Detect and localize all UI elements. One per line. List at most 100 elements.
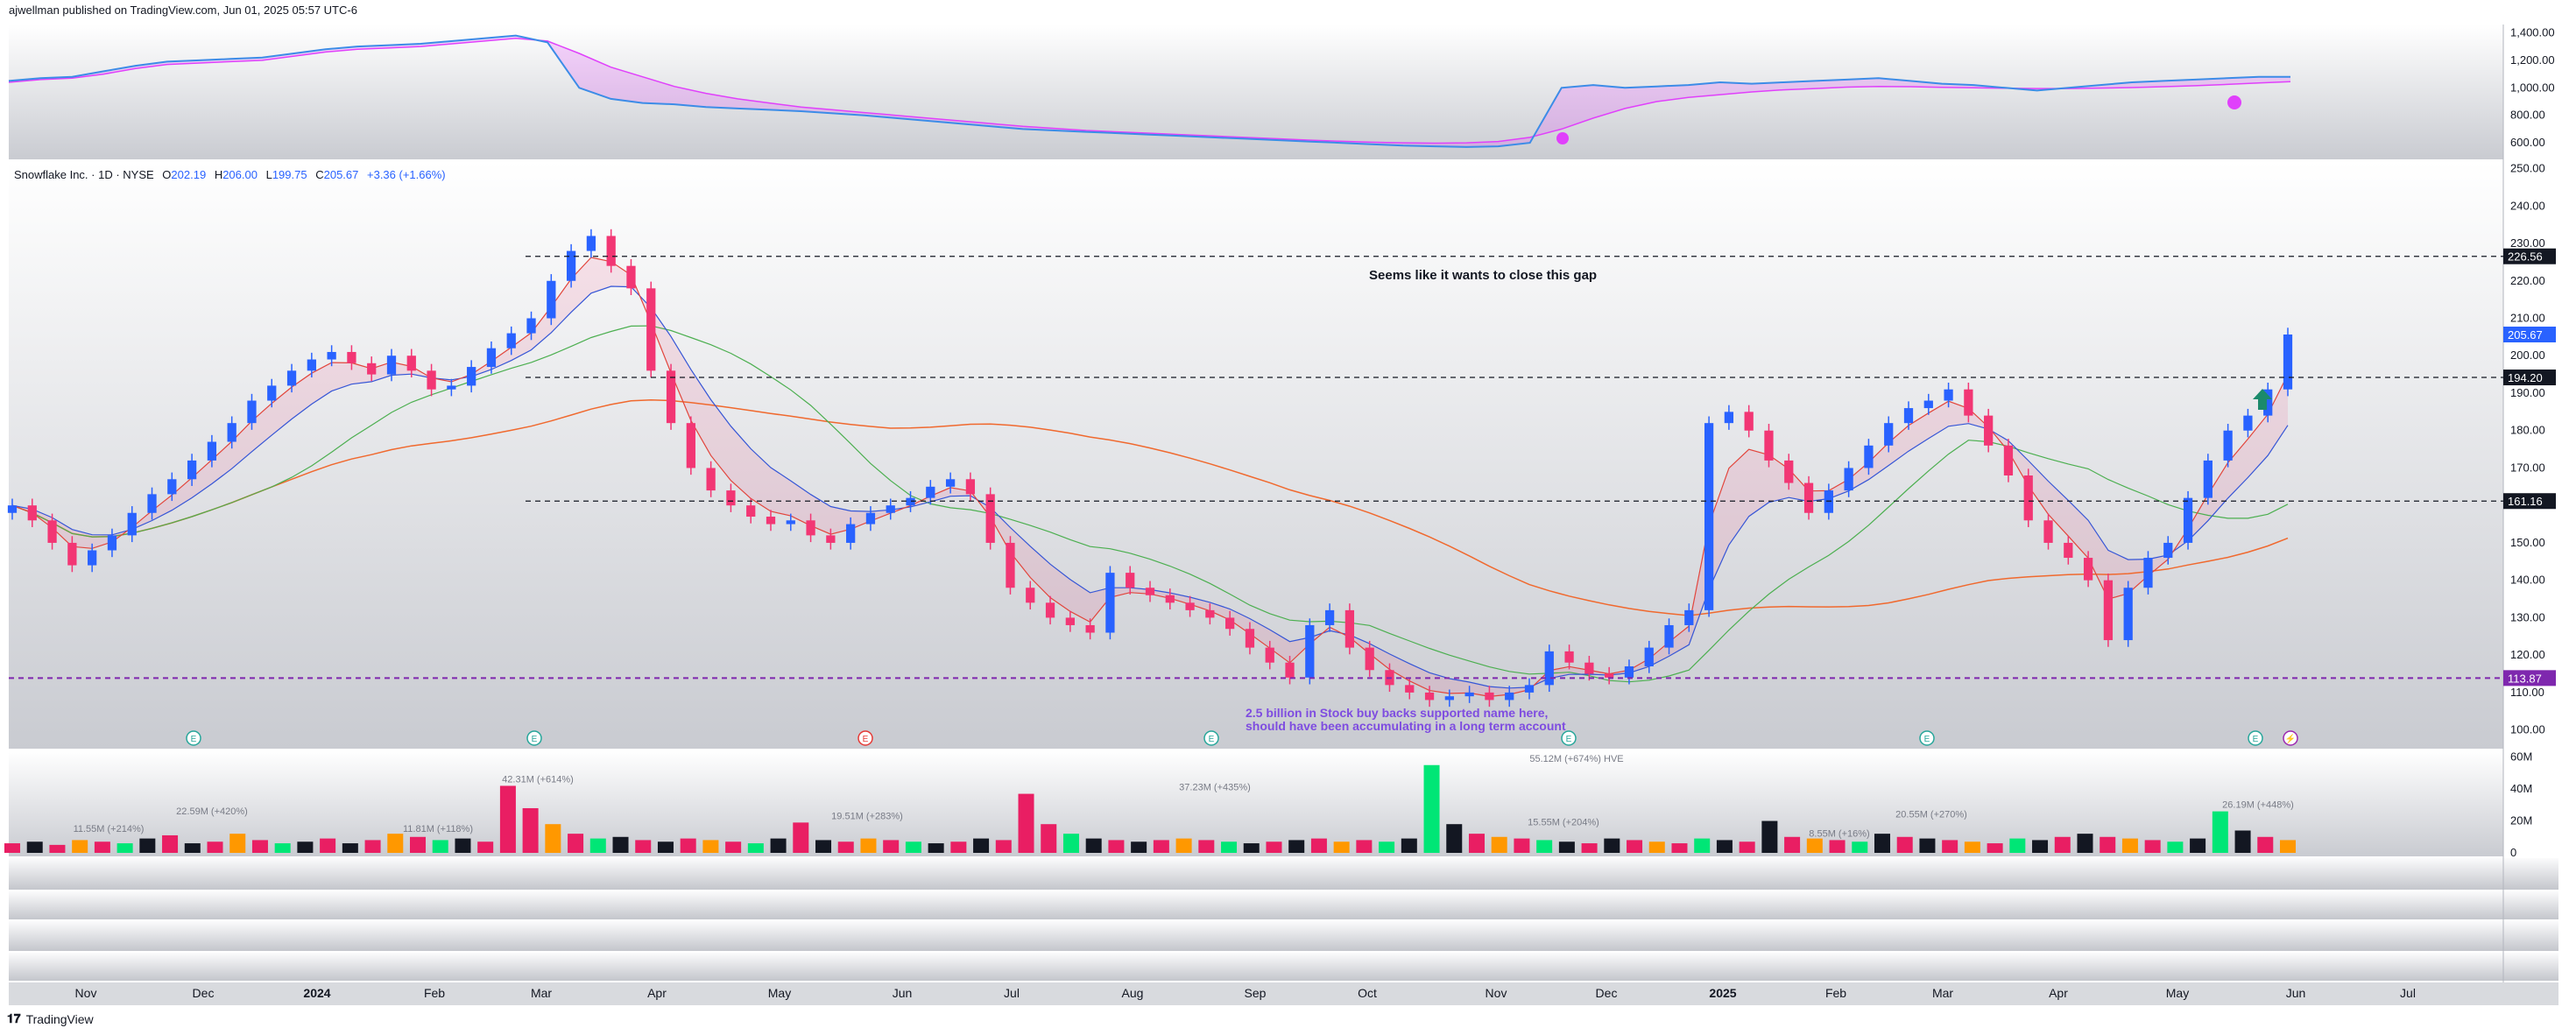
candle-body <box>467 367 476 386</box>
time-axis-label: Aug <box>1122 986 1144 1000</box>
candle-body <box>985 494 995 543</box>
candle-body <box>786 520 795 525</box>
volume-bar <box>410 836 427 853</box>
candle-body <box>1145 588 1155 595</box>
price-axis-tick: 110.00 <box>2510 686 2544 699</box>
empty-pane-3 <box>9 953 2558 981</box>
symbol-title: Snowflake Inc. · 1D · NYSE <box>14 168 154 181</box>
earnings-marker-label: E <box>1924 735 1930 744</box>
volume-bar <box>342 843 358 853</box>
candle-body <box>1903 408 1914 424</box>
candle-body <box>1644 647 1654 666</box>
candle-body <box>2143 558 2153 588</box>
earnings-marker <box>526 730 542 746</box>
volume-bar <box>1694 838 1711 853</box>
volume-bar <box>545 824 561 853</box>
candle-body <box>2064 542 2073 559</box>
volume-bar <box>1379 841 1395 853</box>
candle-body <box>107 535 117 551</box>
candle-body <box>1744 412 1754 431</box>
price-level-tag <box>2503 493 2556 510</box>
volume-bar <box>1041 824 1057 853</box>
volume-bar <box>2212 811 2228 853</box>
volume-bar <box>1446 824 1463 853</box>
time-axis-label: Oct <box>1358 986 1377 1000</box>
candle-body <box>247 400 257 424</box>
price-axis-tick: 190.00 <box>2510 386 2545 399</box>
volume-bar <box>1739 841 1755 853</box>
time-axis-label: Apr <box>2049 986 2068 1000</box>
open-label: O <box>162 168 172 181</box>
volume-bar <box>26 841 43 853</box>
volume-bar <box>2077 834 2093 853</box>
volume-bar <box>1198 840 1215 853</box>
volume-bar <box>747 843 764 853</box>
volume-bar <box>1108 840 1125 853</box>
candle-body <box>2103 580 2114 641</box>
price-axis-tick: 220.00 <box>2510 274 2545 287</box>
volume-axis-tick: 40M <box>2510 782 2532 795</box>
candle-body <box>1984 415 1994 446</box>
volume-bar <box>364 840 381 853</box>
buyback-line-1: 2.5 billion in Stock buy backs supported… <box>1246 706 1549 720</box>
candle-body <box>1305 624 1315 678</box>
price-axis-tick: 120.00 <box>2510 648 2545 661</box>
time-axis-label: Feb <box>1825 986 1846 1000</box>
volume-bar <box>1243 843 1260 853</box>
time-axis-label: May <box>768 986 791 1000</box>
volume-bar <box>297 841 314 853</box>
volume-annotation: 19.51M (+283%) <box>831 811 903 821</box>
volume-bar <box>1536 840 1553 853</box>
candle-body <box>606 236 616 266</box>
volume-bar <box>116 843 133 853</box>
candle-body <box>486 348 497 368</box>
volume-bar <box>455 838 471 853</box>
volume-bar <box>1333 841 1350 853</box>
volume-bar <box>837 841 854 853</box>
time-axis-label: Sep <box>1245 986 1267 1000</box>
volume-bar <box>2100 836 2116 853</box>
high-label: H <box>214 168 223 181</box>
candle-body <box>1205 609 1215 618</box>
time-axis-label: Feb <box>424 986 445 1000</box>
candle-body <box>906 497 915 506</box>
candle-body <box>1245 629 1255 648</box>
volume-bar <box>1491 836 1507 853</box>
candle-body <box>1026 588 1035 603</box>
price-axis-tick: 150.00 <box>2510 536 2545 549</box>
volume-bar <box>1671 843 1688 853</box>
candle-body <box>1405 685 1415 693</box>
volume-bar <box>1829 840 1846 853</box>
candle-body <box>526 318 536 334</box>
candle-body <box>1664 624 1674 648</box>
volume-bar <box>905 841 921 853</box>
volume-bar <box>1310 838 1327 853</box>
candle-body <box>367 363 377 375</box>
up-arrow-icon <box>2253 389 2272 410</box>
volume-bar <box>860 838 877 853</box>
price-level-value: 194.20 <box>2508 371 2543 384</box>
earnings-marker <box>1203 730 1219 746</box>
candle-body <box>307 359 316 371</box>
volume-bar <box>2190 838 2206 853</box>
symbol-legend[interactable]: Snowflake Inc. · 1D · NYSE O202.19 H206.… <box>14 168 446 181</box>
time-axis-label: May <box>2166 986 2189 1000</box>
volume-bar <box>1896 836 1913 853</box>
volume-bar <box>522 807 539 853</box>
volume-bar <box>2257 836 2274 853</box>
volume-annotation: 11.81M (+118%) <box>403 824 473 834</box>
candle-body <box>826 535 836 543</box>
time-axis-label: Jul <box>1004 986 1020 1000</box>
candle-body <box>806 520 815 536</box>
top-pane-dot <box>2227 95 2241 109</box>
candle-body <box>1704 423 1714 610</box>
price-level-value: 161.16 <box>2508 495 2543 508</box>
candle-body <box>127 512 137 536</box>
candle-body <box>1265 647 1274 663</box>
volume-axis-tick: 20M <box>2510 814 2532 827</box>
last-price-tag <box>2503 327 2556 343</box>
candle-body <box>865 512 876 525</box>
volume-bar <box>1627 840 1643 853</box>
empty-pane-2 <box>9 921 2558 951</box>
